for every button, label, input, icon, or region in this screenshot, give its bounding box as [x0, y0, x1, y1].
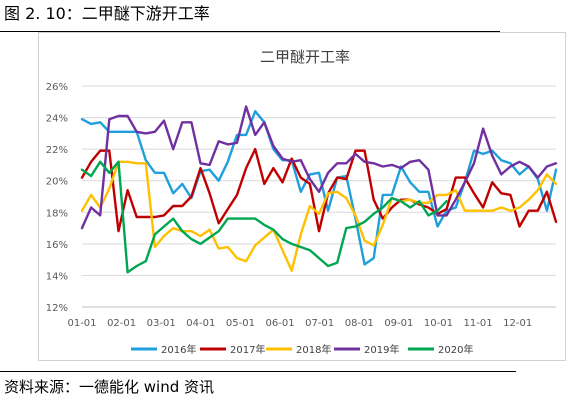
x-tick-label: 10-01 — [424, 318, 453, 329]
x-axis-ticks: 01-01 02-01 03-01 04-01 05-01 06-01 07-01 08-01… — [67, 318, 532, 329]
y-tick-label: 22% — [46, 145, 68, 156]
top-rule — [0, 31, 500, 32]
series-line-2017年 — [80, 147, 558, 233]
figure-title: 图 2. 10：二甲醚下游开工率 — [4, 4, 210, 23]
x-tick-label: 06-01 — [266, 318, 295, 329]
legend-label: 2019年 — [364, 343, 399, 356]
y-axis-ticks: 26% 24% 22% 20% 18% 16% 14% 12% — [46, 82, 68, 314]
legend: 2016年 2017年 2018年 2019年 2020年 — [131, 343, 473, 356]
legend-label: 2017年 — [230, 343, 265, 356]
y-tick-label: 16% — [46, 240, 68, 251]
x-tick-label: 01-01 — [67, 318, 96, 329]
y-tick-label: 12% — [46, 303, 68, 314]
x-tick-label: 09-01 — [384, 318, 413, 329]
grid-lines — [82, 85, 556, 308]
x-tick-label: 03-01 — [147, 318, 176, 329]
chart-title: 二甲醚开工率 — [260, 48, 350, 66]
legend-label: 2020年 — [438, 343, 473, 356]
y-tick-label: 14% — [46, 271, 68, 282]
y-tick-label: 18% — [46, 208, 68, 219]
x-tick-label: 04-01 — [186, 318, 215, 329]
legend-label: 2016年 — [161, 343, 196, 356]
x-tick-label: 07-01 — [305, 318, 334, 329]
legend-label: 2018年 — [296, 343, 331, 356]
bottom-rule — [0, 371, 516, 372]
source-note: 资料来源：一德能化 wind 资讯 — [4, 378, 215, 396]
y-tick-label: 26% — [46, 82, 68, 93]
y-tick-label: 24% — [46, 114, 68, 125]
x-tick-label: 11-01 — [464, 318, 493, 329]
x-tick-label: 05-01 — [226, 318, 255, 329]
series-line-2019年 — [80, 105, 558, 230]
series-lines — [80, 105, 558, 274]
series-line-2018年 — [80, 160, 558, 272]
x-tick-label: 12-01 — [503, 318, 532, 329]
chart-frame — [38, 32, 566, 361]
x-tick-label: 02-01 — [107, 318, 136, 329]
x-tick-label: 08-01 — [345, 318, 374, 329]
y-tick-label: 20% — [46, 177, 68, 188]
series-line-2020年 — [80, 160, 448, 274]
